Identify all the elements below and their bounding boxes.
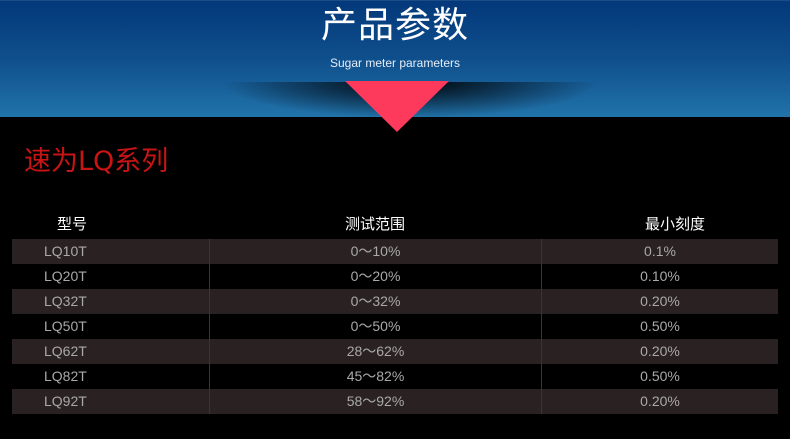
page-title: 产品参数 xyxy=(320,5,469,46)
table-row: LQ20T 0～20% 0.10% xyxy=(12,264,778,289)
cell-range: 28～62% xyxy=(210,339,542,364)
header-model: 型号 xyxy=(56,215,87,233)
table-row: LQ62T 28～62% 0.20% xyxy=(12,339,778,364)
series-title: 速为LQ系列 xyxy=(24,146,169,177)
cell-min-scale: 0.10% xyxy=(640,268,680,284)
table-row: LQ32T 0～32% 0.20% xyxy=(12,289,778,314)
table-row: LQ92T 58～92% 0.20% xyxy=(12,389,778,414)
cell-model: LQ92T xyxy=(12,389,210,414)
cell-range: 0～20% xyxy=(210,264,542,289)
cell-min-scale: 0.50% xyxy=(640,318,680,334)
cell-range: 0～10% xyxy=(210,239,542,264)
spec-table: LQ10T 0～10% 0.1% LQ20T 0～20% 0.10% LQ32T 0～32% 0… xyxy=(12,239,778,414)
table-row: LQ50T 0～50% 0.50% xyxy=(12,314,778,339)
page-subtitle: Sugar meter parameters xyxy=(329,56,461,70)
down-triangle-icon xyxy=(345,81,449,132)
cell-model: LQ32T xyxy=(12,289,210,314)
cell-min-scale: 0.1% xyxy=(644,243,676,259)
cell-range: 0～50% xyxy=(210,314,542,339)
cell-model: LQ82T xyxy=(12,364,210,389)
header-min-scale: 最小刻度 xyxy=(644,215,705,233)
cell-model: LQ50T xyxy=(12,314,210,339)
cell-min-scale: 0.50% xyxy=(640,368,680,384)
cell-model: LQ10T xyxy=(12,239,210,264)
header-range: 测试范围 xyxy=(344,215,405,233)
cell-range: 58～92% xyxy=(210,389,542,414)
cell-model: LQ20T xyxy=(12,264,210,289)
cell-range: 45～82% xyxy=(210,364,542,389)
cell-min-scale: 0.20% xyxy=(640,393,680,409)
cell-min-scale: 0.20% xyxy=(640,343,680,359)
table-row: LQ10T 0～10% 0.1% xyxy=(12,239,778,264)
cell-range: 0～32% xyxy=(210,289,542,314)
cell-min-scale: 0.20% xyxy=(640,293,680,309)
table-row: LQ82T 45～82% 0.50% xyxy=(12,364,778,389)
cell-model: LQ62T xyxy=(12,339,210,364)
